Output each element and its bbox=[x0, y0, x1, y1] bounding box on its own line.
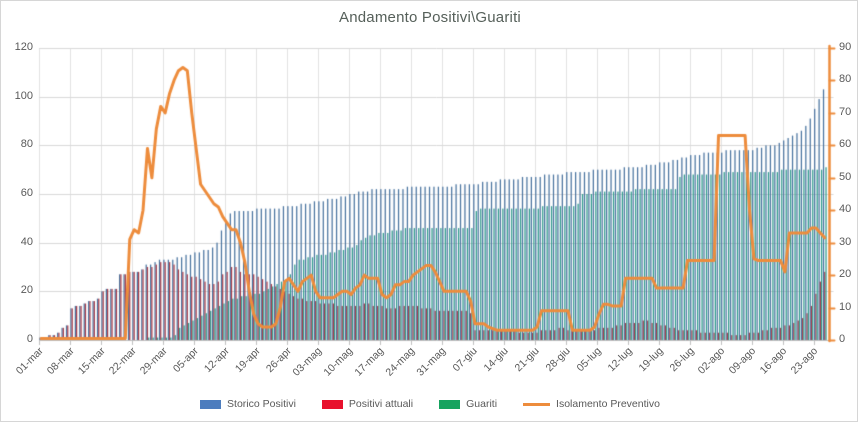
legend-item-positivi-attuali: Positivi attuali bbox=[321, 398, 414, 410]
legend-item-guariti: Guariti bbox=[439, 398, 497, 410]
right-axis-label: 40 bbox=[839, 203, 852, 216]
legend-item-storico-positivi: Storico Positivi bbox=[200, 398, 296, 410]
right-axis-label: 80 bbox=[839, 73, 852, 86]
left-axis-label: 40 bbox=[20, 235, 33, 248]
legend-label: Guariti bbox=[466, 398, 498, 410]
legend-item-isolamento-preventivo: Isolamento Preventivo bbox=[523, 398, 660, 410]
legend: Storico Positivi Positivi attuali Guariti I… bbox=[1, 393, 857, 415]
legend-label: Isolamento Preventivo bbox=[556, 398, 660, 410]
right-axis-label: 0 bbox=[839, 333, 846, 345]
left-axis-label: 60 bbox=[20, 187, 33, 199]
left-axis-label: 100 bbox=[14, 89, 33, 102]
legend-label: Positivi attuali bbox=[348, 398, 414, 410]
right-axis-label: 50 bbox=[839, 170, 852, 183]
right-axis-label: 60 bbox=[839, 138, 852, 151]
left-axis-label: 80 bbox=[20, 138, 33, 151]
bar-swatch-blue bbox=[200, 399, 222, 409]
legend-label: Storico Positivi bbox=[227, 398, 296, 410]
right-axis-label: 20 bbox=[839, 268, 852, 281]
line-swatch-orange bbox=[523, 402, 551, 406]
right-axis-label: 10 bbox=[839, 300, 852, 313]
left-axis-label: 0 bbox=[26, 333, 33, 345]
right-axis-label: 30 bbox=[839, 235, 852, 248]
right-axis-label: 90 bbox=[839, 41, 852, 53]
bar-swatch-green bbox=[439, 399, 461, 409]
left-axis-label: 20 bbox=[20, 284, 33, 297]
right-axis-label: 70 bbox=[839, 105, 852, 118]
left-axis-label: 120 bbox=[14, 41, 33, 53]
bar-swatch-red bbox=[321, 399, 343, 409]
